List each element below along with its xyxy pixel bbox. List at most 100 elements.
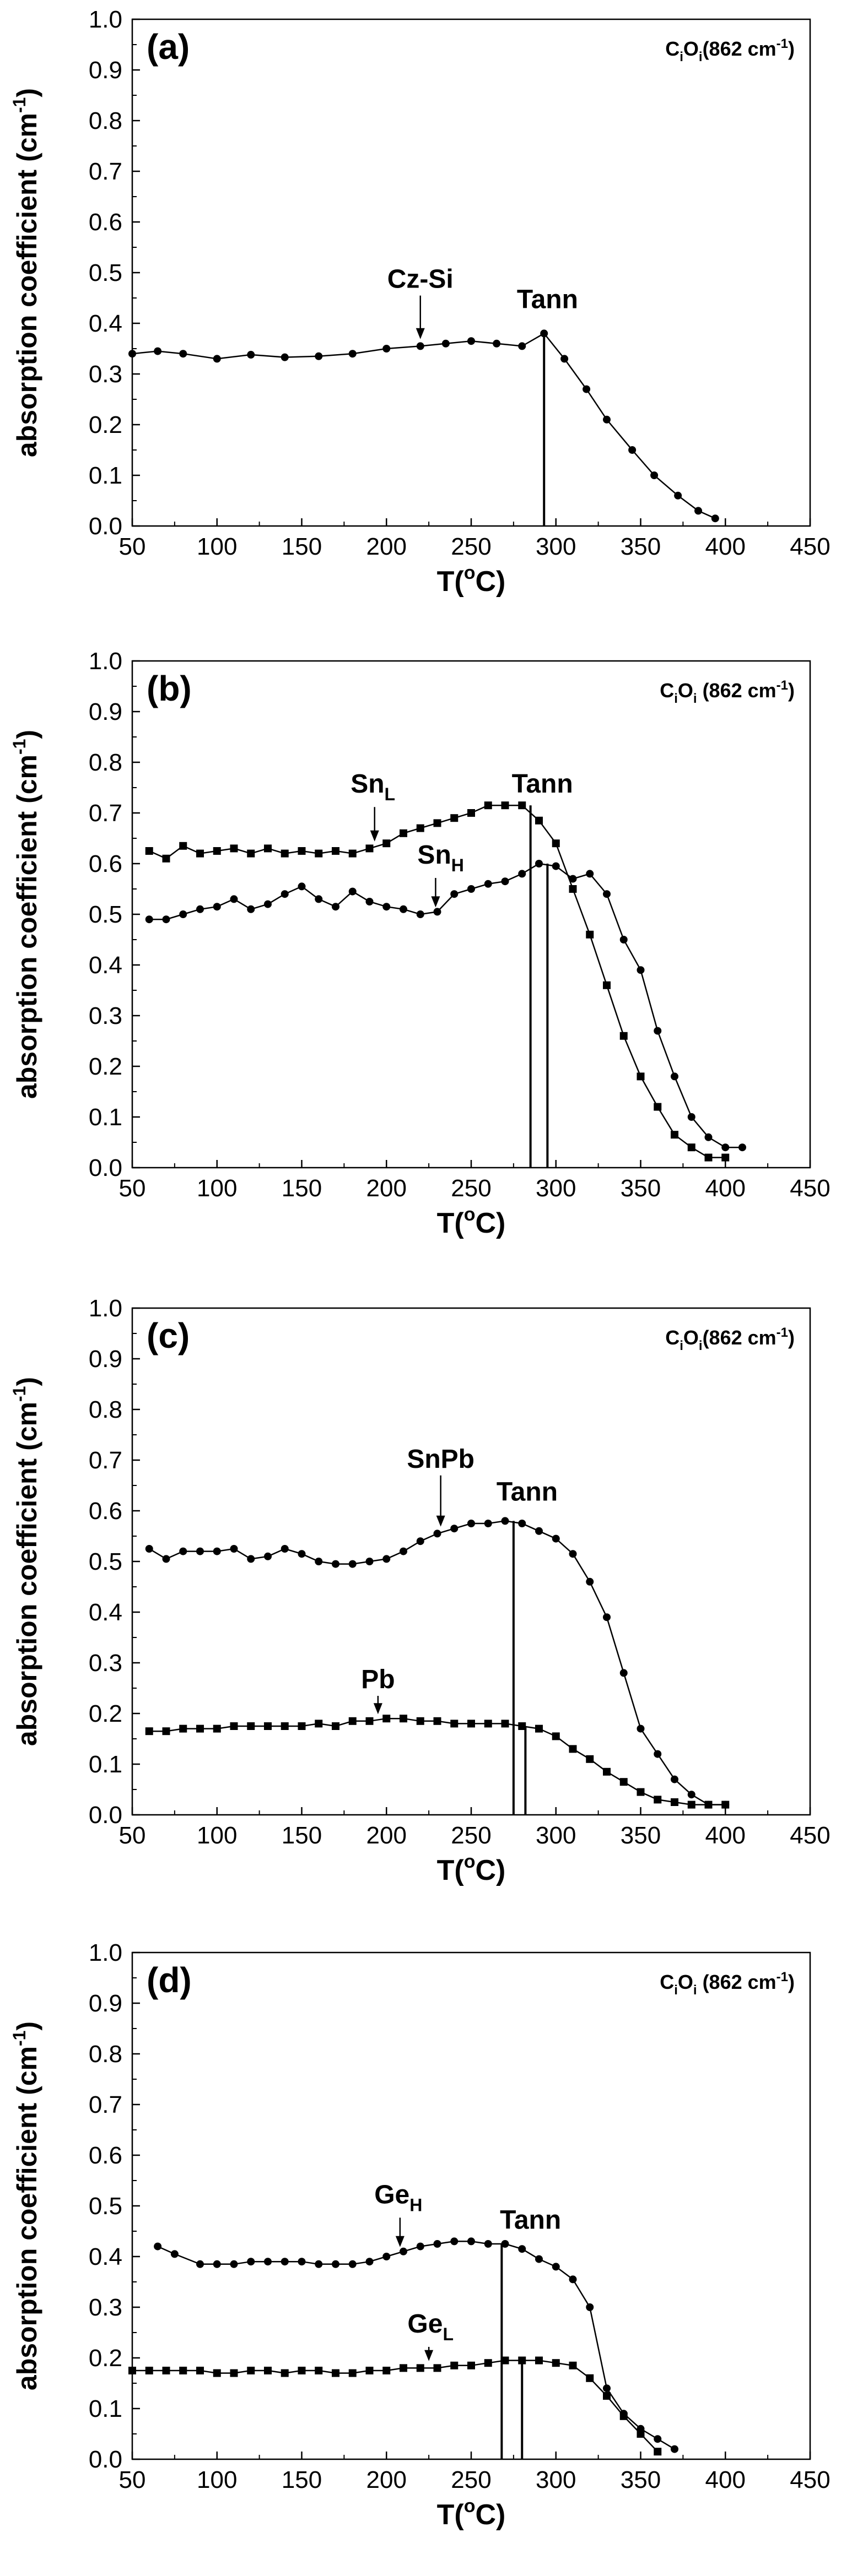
data-point: [603, 981, 611, 989]
y-tick-label: 1.0: [89, 1939, 122, 1966]
data-point: [433, 1717, 441, 1725]
data-point: [535, 816, 543, 825]
data-point: [213, 903, 221, 911]
data-point: [382, 839, 391, 848]
x-tick-label: 100: [197, 2466, 237, 2493]
data-point: [162, 854, 170, 863]
data-point: [196, 905, 204, 913]
data-point: [179, 1724, 187, 1733]
data-point: [569, 2275, 577, 2284]
y-tick-label: 1.0: [89, 1295, 122, 1322]
data-point: [281, 849, 289, 858]
data-point: [213, 2260, 221, 2268]
data-point: [162, 915, 170, 924]
series-GeL: [128, 2356, 662, 2456]
data-point: [569, 1550, 577, 1558]
data-point: [382, 1715, 391, 1723]
data-point: [501, 877, 509, 886]
data-point: [264, 1552, 272, 1560]
y-tick-label: 0.8: [89, 749, 122, 776]
data-point: [315, 1558, 323, 1565]
data-point: [586, 1577, 594, 1586]
data-point: [247, 1555, 255, 1563]
data-point: [569, 875, 577, 883]
x-tick-label: 250: [451, 1822, 491, 1849]
data-point: [162, 1727, 170, 1736]
data-point: [298, 1550, 306, 1558]
data-point: [569, 885, 577, 893]
data-point: [247, 905, 255, 913]
data-point: [247, 351, 255, 359]
annotation-arrowhead: [395, 2236, 405, 2247]
data-point: [416, 910, 424, 918]
chart-panel-3: 50 100 150 200 250 300 350 400 450 0.0 0.1 0.2 0.3 0.…: [9, 1939, 831, 2531]
y-tick-label: 0.1: [89, 2395, 122, 2422]
data-point: [619, 2412, 628, 2420]
data-point: [560, 355, 569, 363]
data-point: [493, 339, 501, 348]
y-tick-label: 0.6: [89, 1498, 122, 1525]
data-point: [552, 839, 560, 848]
data-point: [637, 1072, 645, 1081]
data-point: [603, 1613, 611, 1621]
plot-frame: [131, 660, 811, 1169]
x-tick-label: 400: [705, 533, 746, 560]
y-tick-label: 0.5: [89, 2193, 122, 2220]
y-tick-label: 0.5: [89, 259, 122, 286]
data-point: [671, 1072, 678, 1081]
y-tick-label: 0.0: [89, 1154, 122, 1181]
x-tick-label: 300: [536, 1822, 576, 1849]
data-point: [603, 890, 611, 898]
annotation-label: Pb: [361, 1665, 395, 1694]
data-point: [552, 1732, 560, 1740]
series-SnPb: [145, 1517, 730, 1809]
x-tick-label: 350: [621, 2466, 661, 2493]
annotation-arrowhead: [436, 1515, 445, 1527]
data-point: [583, 385, 591, 393]
data-point: [281, 890, 289, 898]
data-point: [586, 870, 594, 878]
data-point: [382, 2367, 391, 2374]
annotation-arrowhead: [373, 1703, 382, 1715]
x-tick-label: 100: [197, 1175, 237, 1202]
data-point: [711, 514, 719, 523]
x-tick-label: 250: [451, 1175, 491, 1202]
data-point: [450, 814, 459, 822]
x-axis-label: T(oC): [437, 1851, 506, 1886]
data-point: [687, 1791, 695, 1799]
x-axis-label: T(oC): [437, 562, 506, 598]
y-tick-label: 0.3: [89, 361, 122, 388]
data-point: [704, 1153, 713, 1162]
data-point: [213, 847, 221, 855]
series-Pb: [145, 1715, 730, 1809]
data-point: [179, 1547, 187, 1555]
data-point: [569, 1745, 577, 1753]
data-point: [332, 847, 339, 855]
data-point: [281, 1545, 289, 1553]
x-tick-label: 400: [705, 1822, 746, 1849]
data-point: [450, 1720, 459, 1728]
data-point: [264, 2258, 272, 2266]
data-point: [467, 2361, 475, 2369]
data-point: [518, 870, 526, 878]
data-point: [213, 355, 221, 363]
data-point: [365, 2258, 374, 2266]
data-point: [704, 1133, 713, 1141]
plot-frame: [131, 18, 811, 527]
y-tick-label: 0.9: [89, 1346, 122, 1373]
data-point: [694, 507, 703, 515]
data-point: [433, 1530, 441, 1538]
data-point: [501, 1720, 509, 1728]
series-GeH: [154, 2237, 678, 2453]
data-point: [552, 862, 560, 870]
data-point: [196, 1724, 204, 1733]
data-point: [196, 2367, 204, 2374]
data-point: [400, 829, 407, 837]
data-point: [365, 1717, 374, 1725]
data-point: [467, 337, 475, 345]
annotation-label: GeL: [407, 2309, 454, 2344]
data-point: [365, 844, 374, 853]
data-point: [654, 2448, 662, 2456]
data-point: [603, 2384, 611, 2393]
annotation-arrowhead: [431, 896, 440, 908]
